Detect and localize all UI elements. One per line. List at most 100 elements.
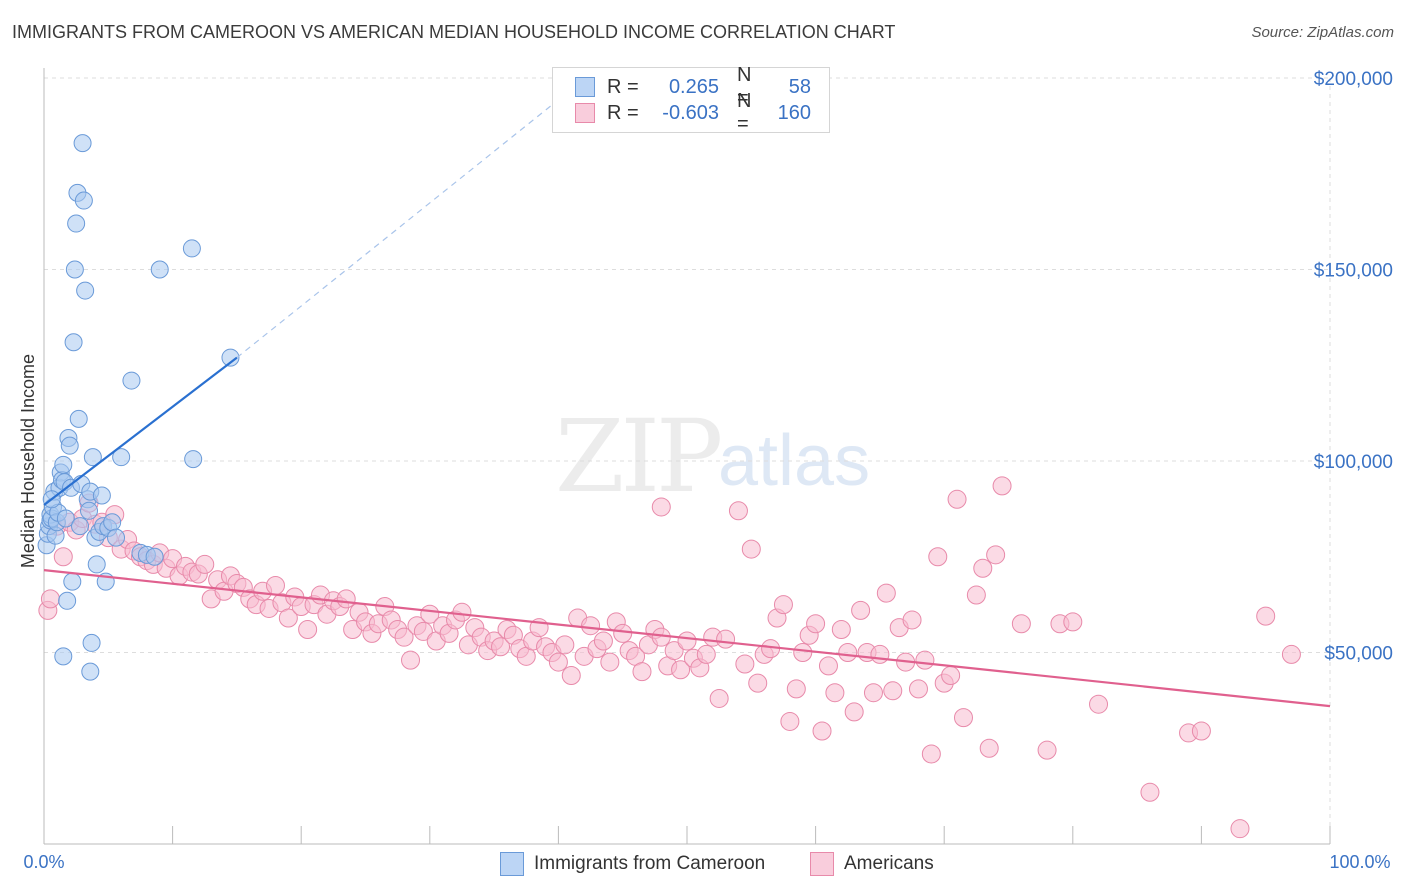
bottom-legend-label: Immigrants from Cameroon (534, 853, 766, 874)
americans-point (265, 575, 285, 595)
americans-point (53, 547, 73, 567)
americans-point (581, 616, 601, 636)
correlation-legend: R = 0.265 N = 58 R = -0.603 N = 160 (552, 64, 830, 135)
cameroon-point (81, 662, 100, 681)
americans-point (921, 744, 941, 764)
americans-point (671, 660, 691, 680)
americans-point (793, 643, 813, 662)
americans-point (613, 623, 633, 643)
americans-point (555, 635, 575, 655)
americans-point (786, 679, 806, 699)
americans-point (40, 589, 60, 609)
americans-point (561, 665, 581, 685)
americans-point (696, 644, 716, 664)
cameroon-point (122, 371, 141, 390)
x-tick-label-max: 100.0% (1329, 852, 1390, 872)
bottom-swatch-pink (810, 852, 834, 876)
cameroon-point (54, 455, 73, 474)
americans-point (278, 608, 298, 628)
y-tick-label: $50,000 (1324, 644, 1393, 665)
chart-title: IMMIGRANTS FROM CAMEROON VS AMERICAN MED… (12, 22, 896, 42)
americans-point (709, 688, 729, 708)
americans-point (780, 711, 800, 731)
americans-point (651, 497, 671, 517)
x-tick-label-min: 0.0% (23, 852, 64, 872)
americans-point (928, 547, 948, 567)
cameroon-point (74, 191, 93, 210)
legend-r-value: -0.603 (662, 101, 719, 124)
americans-point (773, 595, 793, 615)
bottom-legend-americans: Americans (810, 852, 934, 876)
americans-point (401, 650, 421, 670)
cameroon-point (73, 134, 92, 153)
watermark-zip: ZIP (555, 398, 723, 515)
americans-point (870, 644, 890, 664)
americans-point (195, 554, 215, 574)
americans-point (336, 589, 356, 609)
cameroon-point (92, 486, 111, 505)
americans-point (973, 558, 993, 578)
y-tick-label: $200,000 (1314, 69, 1393, 90)
cameroon-point (58, 591, 77, 610)
americans-point (1256, 606, 1276, 626)
americans-point (863, 683, 883, 703)
americans-point (992, 476, 1012, 496)
bottom-legend-label: Americans (844, 853, 934, 874)
americans-point (728, 501, 748, 521)
americans-point (831, 620, 851, 640)
americans-point (966, 585, 986, 605)
americans-point (979, 738, 999, 758)
y-tick-label: $150,000 (1314, 261, 1393, 282)
legend-r-value: 0.265 (668, 75, 719, 98)
cameroon-point (184, 450, 203, 469)
americans-point (1230, 819, 1250, 839)
americans-point (1089, 694, 1109, 714)
americans-trend-line (43, 569, 1331, 708)
americans-point (1140, 782, 1160, 802)
cameroon-trend-extension (236, 89, 572, 359)
cameroon-point (69, 409, 88, 428)
cameroon-point (145, 547, 164, 566)
americans-point (298, 620, 318, 640)
americans-point (812, 721, 832, 741)
cameroon-point (56, 509, 75, 528)
americans-point (947, 489, 967, 509)
chart-source: Source: ZipAtlas.com (1251, 24, 1394, 41)
legend-row-cameroon: R = 0.265 N = 58 (575, 64, 811, 109)
legend-r-label: R = (607, 101, 639, 124)
axes (43, 68, 1331, 845)
legend-n-value: 58 (788, 75, 811, 98)
americans-point (677, 631, 697, 651)
americans-point (452, 602, 472, 622)
americans-point (1037, 740, 1057, 760)
americans-point (825, 683, 845, 703)
y-tick-label: $100,000 (1314, 452, 1393, 473)
americans-point (953, 708, 973, 728)
americans-point (735, 654, 755, 674)
americans-point (1281, 644, 1301, 664)
americans-point (741, 539, 761, 559)
americans-point (838, 643, 858, 662)
cameroon-point (182, 239, 201, 258)
cameroon-point (112, 448, 131, 467)
americans-point (664, 641, 684, 661)
grid-lines (44, 77, 1331, 844)
bottom-legend-cameroon: Immigrants from Cameroon (500, 852, 765, 876)
americans-point (1011, 614, 1031, 634)
cameroon-point (87, 555, 106, 574)
americans-point (818, 656, 838, 676)
americans-point (716, 629, 736, 649)
cameroon-point (60, 436, 79, 455)
cameroon-point (221, 348, 240, 367)
bottom-swatch-blue (500, 852, 524, 876)
americans-point (844, 702, 864, 722)
americans-point (883, 681, 903, 701)
americans-point (876, 583, 896, 603)
y-axis-label: Median Household Income (18, 354, 38, 568)
legend-row-americans: R = -0.603 N = 160 (575, 90, 811, 135)
americans-point (593, 631, 613, 651)
legend-swatch-pink (575, 103, 595, 123)
americans-point (548, 652, 568, 672)
cameroon-point (64, 333, 83, 352)
